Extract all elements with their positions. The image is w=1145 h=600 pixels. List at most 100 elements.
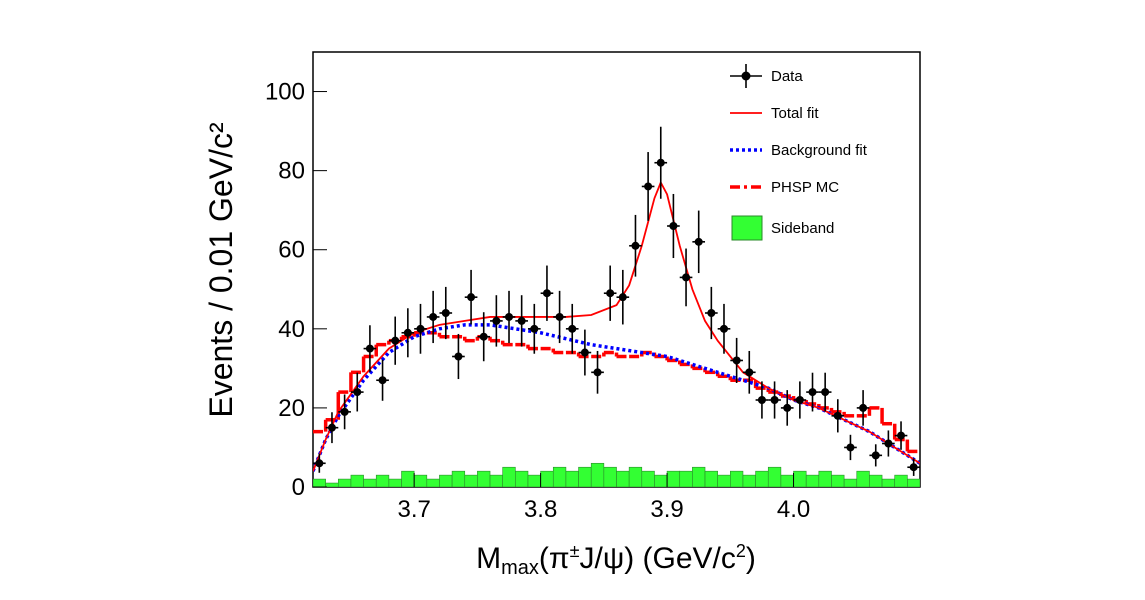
- data-point: [365, 344, 374, 353]
- legend-symbol: [731, 215, 763, 241]
- sideband-bar: [793, 470, 807, 487]
- data-point: [846, 443, 855, 452]
- data-point: [416, 324, 425, 333]
- sideband-bar: [666, 470, 681, 487]
- sideband-bar: [869, 474, 883, 487]
- data-point: [555, 312, 564, 321]
- x-axis-label: Mmax(π±J/ψ) (GeV/c2): [476, 541, 756, 579]
- plot-area: [313, 126, 920, 487]
- y-tick-label: 40: [278, 316, 305, 343]
- x-label-part: (π: [539, 542, 570, 575]
- sideband-bar: [489, 474, 503, 487]
- sideband-bar: [540, 470, 554, 487]
- data-point: [315, 459, 324, 468]
- data-point: [732, 356, 741, 365]
- data-point: [897, 431, 906, 440]
- sideband-bar: [388, 478, 402, 487]
- data-point: [707, 309, 716, 317]
- sideband-bar: [590, 462, 605, 487]
- sideband-bar: [451, 470, 466, 487]
- data-point: [884, 439, 893, 448]
- sideband-bar: [894, 474, 908, 487]
- x-label-part: 2: [736, 541, 746, 561]
- x-tick-label: 3.8: [524, 496, 557, 523]
- data-point: [454, 352, 463, 361]
- y-tick-label: 100: [265, 79, 305, 106]
- data-point: [631, 241, 640, 250]
- sideband-bar: [502, 466, 516, 487]
- sideband-bar: [628, 466, 643, 487]
- sideband-bar: [578, 466, 592, 487]
- sideband-bar: [363, 478, 377, 487]
- data-point: [795, 396, 804, 404]
- sideband-bar: [907, 478, 920, 487]
- y-tick-label: 80: [278, 158, 305, 185]
- sideband-bar: [565, 470, 579, 487]
- legend-label: Sideband: [771, 220, 834, 237]
- data-point: [505, 312, 514, 321]
- sideband-bar: [679, 470, 693, 487]
- sideband-bar: [831, 474, 845, 487]
- data-point: [783, 403, 792, 412]
- sideband-bar: [742, 474, 756, 487]
- sideband-bar: [704, 470, 718, 487]
- data-point: [618, 293, 627, 302]
- data-point: [656, 158, 665, 167]
- legend-label: Total fit: [771, 105, 819, 122]
- legend-label: Data: [771, 68, 803, 85]
- data-point: [467, 293, 476, 302]
- sideband-bar: [527, 474, 541, 487]
- y-axis-label: Events / 0.01 GeV/c²: [203, 122, 239, 418]
- data-point: [378, 376, 387, 385]
- sideband-bar: [818, 470, 832, 487]
- sideband-bar: [464, 474, 478, 487]
- sideband-bar: [767, 466, 782, 487]
- sideband-bar: [325, 482, 339, 487]
- sideband-bar: [477, 470, 491, 487]
- legend-label: Background fit: [771, 142, 868, 159]
- sideband-bar: [881, 478, 896, 487]
- sideband-bar: [439, 474, 453, 487]
- data-point: [429, 312, 438, 321]
- sideband-bar: [755, 470, 769, 487]
- data-point: [770, 396, 779, 404]
- sideband-bar: [401, 470, 415, 487]
- data-point: [542, 289, 551, 298]
- data-point: [859, 403, 868, 412]
- x-label-part: ±: [570, 541, 580, 561]
- sideband-bar: [603, 466, 617, 487]
- data-point: [606, 289, 615, 298]
- sideband-bar: [426, 478, 440, 487]
- data-point: [871, 451, 880, 460]
- y-tick-label: 0: [292, 474, 305, 501]
- y-tick-label: 60: [278, 237, 305, 264]
- data-point: [669, 222, 678, 230]
- legend-label: PHSP MC: [771, 179, 839, 196]
- data-point: [682, 273, 691, 282]
- x-label-part: ): [746, 542, 756, 575]
- data-point: [644, 182, 653, 191]
- sideband-bar: [313, 478, 326, 487]
- sideband-bar: [654, 474, 668, 487]
- sideband-bar: [843, 478, 858, 487]
- sideband-bar: [515, 470, 529, 487]
- x-tick-label: 3.9: [650, 496, 683, 523]
- sideband-bar: [616, 470, 630, 487]
- data-point: [745, 368, 754, 377]
- data-point: [580, 348, 589, 357]
- sideband-bar: [717, 474, 731, 487]
- sideband-bar: [856, 470, 870, 487]
- y-tick-label: 20: [278, 395, 305, 422]
- x-label-part: M: [476, 542, 501, 575]
- data-point: [530, 324, 539, 333]
- sideband-bar: [350, 474, 364, 487]
- data-point: [441, 309, 450, 317]
- x-tick-label: 3.7: [397, 496, 430, 523]
- sideband-bar: [692, 466, 706, 487]
- sideband-bar: [805, 474, 820, 487]
- sideband-bar: [337, 478, 352, 487]
- data-point: [757, 396, 766, 404]
- fit-curve: [313, 323, 920, 472]
- data-point: [593, 368, 602, 377]
